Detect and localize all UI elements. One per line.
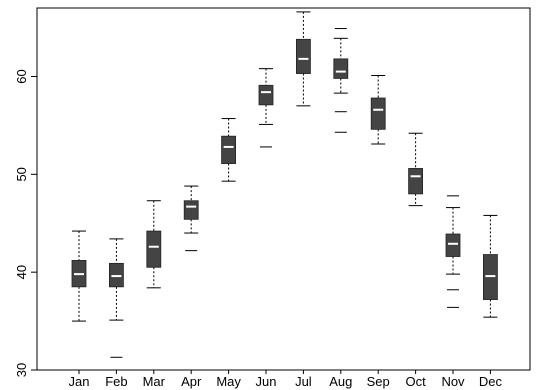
x-tick-label: Jan [69, 374, 90, 389]
boxes-group [71, 11, 498, 358]
box-may [221, 118, 237, 182]
box-aug [333, 28, 349, 133]
box-body [370, 97, 386, 130]
box-dec [482, 214, 498, 318]
plot-frame [36, 7, 531, 371]
box-body [221, 135, 237, 164]
box-body [333, 58, 349, 79]
box-oct [408, 132, 424, 207]
y-tick-label: 30 [14, 363, 29, 377]
y-tick-label: 60 [14, 69, 29, 83]
y-tick-label: 50 [14, 167, 29, 181]
box-body [146, 230, 162, 268]
box-apr [183, 185, 199, 252]
x-tick-label: Aug [329, 374, 352, 389]
x-tick-label: Jul [295, 374, 312, 389]
y-tick-label: 40 [14, 265, 29, 279]
box-jul [295, 11, 311, 107]
x-tick-label: Sep [367, 374, 390, 389]
box-body [295, 38, 311, 74]
x-axis-labels: Jan Feb Mar Apr May Jun Jul Aug Sep Oct Nov Dec [69, 370, 503, 389]
x-tick-label: Mar [143, 374, 166, 389]
box-nov [445, 195, 461, 308]
box-body [445, 233, 461, 257]
x-tick-label: Oct [405, 374, 426, 389]
x-tick-label: Jun [256, 374, 277, 389]
box-sep [370, 75, 386, 145]
box-feb [109, 238, 124, 358]
x-tick-label: Nov [441, 374, 465, 389]
box-jan [71, 230, 87, 322]
box-mar [146, 200, 162, 289]
x-tick-label: Dec [479, 374, 503, 389]
box-jun [258, 68, 274, 148]
x-tick-label: May [216, 374, 241, 389]
y-axis: 30 40 50 60 [14, 69, 37, 377]
box-body [258, 84, 274, 106]
x-tick-label: Feb [105, 374, 127, 389]
box-body [183, 200, 199, 220]
x-tick-label: Apr [181, 374, 202, 389]
box-body [408, 168, 424, 195]
